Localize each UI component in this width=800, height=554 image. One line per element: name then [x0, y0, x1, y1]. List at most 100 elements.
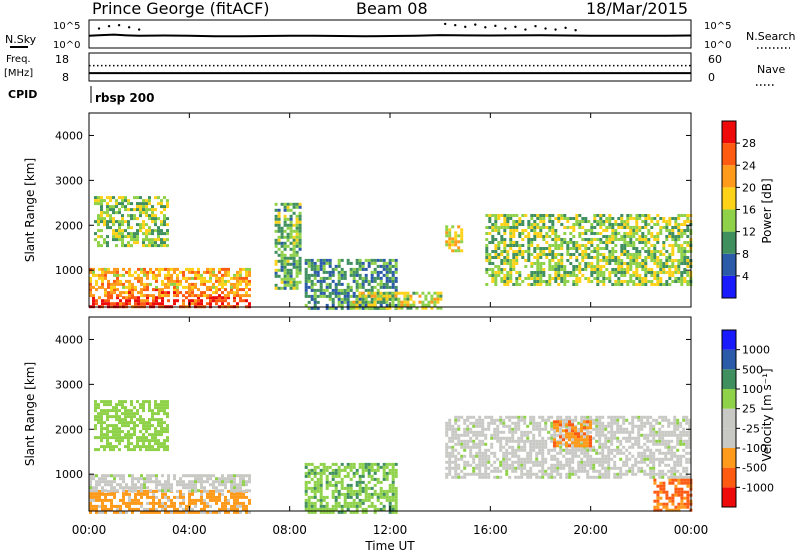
data-cell: [601, 451, 605, 455]
data-cell: [157, 424, 160, 428]
data-cell: [124, 196, 127, 200]
data-cell: [652, 457, 656, 461]
data-cell: [481, 439, 485, 443]
data-cell: [655, 418, 659, 422]
data-cell: [215, 477, 218, 481]
data-cell: [227, 294, 230, 298]
data-cell: [128, 489, 131, 493]
data-cell: [676, 448, 680, 452]
data-cell: [218, 299, 221, 303]
data-cell: [508, 436, 512, 440]
data-cell: [662, 502, 666, 506]
data-cell: [514, 469, 518, 473]
data-cell: [310, 288, 314, 292]
data-cell: [683, 259, 687, 262]
data-cell: [140, 267, 143, 271]
data-cell: [457, 234, 461, 238]
data-cell: [484, 466, 488, 470]
data-cell: [349, 465, 353, 469]
data-cell: [107, 296, 110, 300]
data-cell: [650, 226, 654, 229]
power-ylabel: Slant Range [km]: [23, 158, 37, 262]
data-cell: [506, 244, 510, 247]
data-cell: [337, 465, 341, 469]
data-cell: [148, 199, 151, 203]
data-cell: [373, 297, 377, 301]
data-cell: [325, 480, 329, 484]
data-cell: [614, 235, 618, 238]
data-cell: [490, 463, 494, 467]
data-cell: [451, 249, 455, 253]
data-cell: [541, 418, 545, 422]
data-cell: [685, 442, 689, 446]
data-cell: [128, 279, 131, 283]
data-cell: [376, 276, 380, 280]
data-cell: [154, 241, 157, 245]
data-cell: [200, 486, 203, 490]
data-cell: [385, 474, 389, 478]
data-cell: [424, 294, 428, 298]
data-cell: [559, 435, 562, 439]
data-cell: [145, 211, 148, 215]
data-cell: [631, 436, 635, 440]
data-cell: [316, 267, 320, 271]
data-cell: [100, 421, 103, 425]
data-cell: [502, 466, 506, 470]
data-cell: [176, 483, 179, 487]
data-cell: [526, 472, 530, 476]
data-cell: [484, 469, 488, 473]
data-cell: [160, 202, 163, 206]
data-cell: [142, 226, 145, 230]
data-cell: [149, 267, 152, 271]
data-cell: [373, 270, 377, 274]
data-cell: [590, 229, 594, 232]
data-cell: [629, 256, 633, 259]
data-cell: [137, 507, 140, 511]
data-cell: [166, 205, 169, 209]
data-cell: [358, 477, 362, 481]
data-cell: [644, 265, 648, 268]
data-cell: [472, 472, 476, 476]
data-cell: [581, 244, 585, 247]
data-cell: [454, 469, 458, 473]
data-cell: [650, 217, 654, 220]
data-cell: [656, 223, 660, 226]
data-cell: [194, 477, 197, 481]
data-cell: [316, 507, 320, 511]
data-cell: [596, 265, 600, 268]
data-cell: [544, 445, 548, 449]
data-cell: [109, 205, 112, 209]
data-cell: [560, 238, 564, 241]
data-cell: [224, 495, 227, 499]
data-cell: [107, 267, 110, 271]
data-cell: [110, 294, 113, 298]
data-cell: [295, 274, 299, 278]
data-cell: [541, 475, 545, 479]
data-cell: [521, 280, 525, 283]
data-cell: [643, 457, 647, 461]
data-cell: [125, 270, 128, 274]
data-cell: [361, 501, 365, 505]
data-cell: [518, 223, 522, 226]
data-cell: [592, 421, 596, 425]
data-cell: [188, 291, 191, 295]
data-cell: [559, 430, 563, 434]
data-cell: [200, 474, 203, 478]
data-cell: [515, 244, 519, 247]
data-cell: [145, 238, 148, 242]
data-cell: [224, 510, 227, 514]
data-cell: [227, 279, 230, 283]
data-cell: [391, 504, 395, 508]
data-cell: [478, 472, 482, 476]
data-cell: [574, 444, 577, 448]
data-cell: [460, 240, 464, 244]
data-cell: [382, 294, 386, 298]
data-cell: [212, 291, 215, 295]
data-cell: [233, 510, 236, 514]
data-cell: [671, 481, 675, 485]
data-cell: [373, 504, 377, 508]
data-cell: [146, 276, 149, 280]
data-cell: [640, 418, 644, 422]
data-cell: [589, 441, 592, 445]
data-cell: [346, 483, 350, 487]
